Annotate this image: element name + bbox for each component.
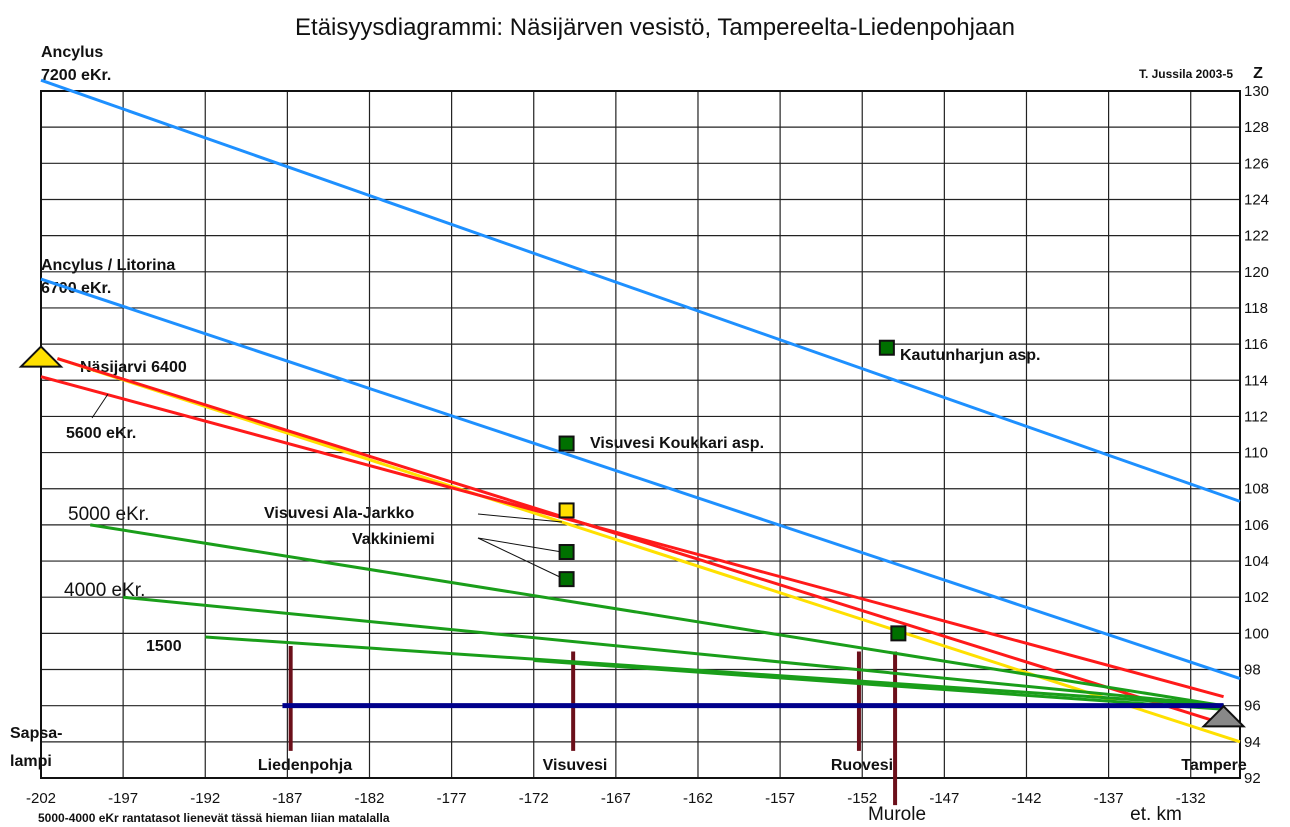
series-line-6 <box>122 595 1224 708</box>
x-axis-label: et. km <box>1130 804 1182 825</box>
point-label-koukkari: Visuvesi Koukkari asp. <box>590 435 764 452</box>
x-tick-label-2: -192 <box>190 790 220 807</box>
y-tick-label-16: 124 <box>1244 191 1269 208</box>
plot-area: -202 -197 -192 -187 -182 -177 -172 -167 -162 -157… <box>18 78 1269 807</box>
series-line-8 <box>533 658 1224 711</box>
footnote: 5000-4000 eKr rantatasot lienevät tässä … <box>38 811 390 825</box>
point-marker-5 <box>890 625 907 642</box>
point-label-vakkiniemi: Vakkiniemi <box>352 531 435 548</box>
author-credit: T. Jussila 2003-5 <box>1139 67 1233 81</box>
place-label-visuvesi: Visuvesi <box>543 757 608 774</box>
point-marker-2 <box>558 502 575 519</box>
annotation-ancylus-litorina-line1: Ancylus / Litorina <box>41 257 175 274</box>
x-tick-label-14: -132 <box>1176 790 1206 807</box>
y-tick-label-17: 126 <box>1244 155 1269 172</box>
series-line-5 <box>90 523 1224 708</box>
leader-5600 <box>91 393 109 419</box>
annotation-tampere: Tampere <box>1181 757 1247 774</box>
y-tick-label-18: 128 <box>1244 119 1269 136</box>
y-tick-label-15: 122 <box>1244 228 1269 245</box>
y-tick-label-19: 130 <box>1244 83 1269 100</box>
leader-vakkiniemi-2 <box>477 537 563 579</box>
annotation-ancylus-line1: Ancylus <box>41 44 103 61</box>
series-line-3 <box>56 357 1225 726</box>
annotation-sapsalampi-line1: Sapsa- <box>10 725 62 742</box>
point-label-kautunharju: Kautunharjun asp. <box>900 347 1040 364</box>
annotation-sapsalampi-line2: lampi <box>10 753 52 770</box>
x-tick-label-5: -177 <box>437 790 467 807</box>
point-marker-3 <box>558 544 575 561</box>
annotation-nasijarvi: Näsijarvi 6400 <box>80 359 187 376</box>
y-tick-label-0: 92 <box>1244 770 1261 787</box>
x-tick-label-10: -152 <box>847 790 877 807</box>
triangle-marker-1 <box>1201 704 1246 728</box>
x-tick-label-4: -182 <box>354 790 384 807</box>
point-marker-0 <box>878 339 895 356</box>
annotation-5000: 5000 eKr. <box>68 504 149 525</box>
y-tick-label-1: 94 <box>1244 734 1261 751</box>
place-label-liedenpohja: Liedenpohja <box>258 757 352 774</box>
x-tick-label-11: -147 <box>929 790 959 807</box>
y-tick-label-7: 106 <box>1244 517 1269 534</box>
annotation-4000: 4000 eKr. <box>64 580 145 601</box>
x-tick-label-6: -172 <box>519 790 549 807</box>
annotation-ancylus-line2: 7200 eKr. <box>41 67 111 84</box>
x-tick-label-0: -202 <box>26 790 56 807</box>
x-tick-label-9: -157 <box>765 790 795 807</box>
point-marker-4 <box>558 571 575 588</box>
point-marker-1 <box>558 435 575 452</box>
x-tick-label-3: -187 <box>272 790 302 807</box>
series-line-7 <box>205 635 1224 708</box>
x-tick-label-1: -197 <box>108 790 138 807</box>
chart-title: Etäisyysdiagrammi: Näsijärven vesistö, T… <box>295 14 1015 41</box>
series-line-0 <box>40 78 1241 503</box>
series-line-1 <box>40 277 1241 680</box>
y-tick-label-14: 120 <box>1244 264 1269 281</box>
y-tick-label-2: 96 <box>1244 698 1261 715</box>
y-tick-label-3: 98 <box>1244 662 1261 679</box>
plot-frame <box>40 90 1241 779</box>
leader-ala-jarkko <box>477 513 563 523</box>
point-label-ala-jarkko: Visuvesi Ala-Jarkko <box>264 505 415 522</box>
y-tick-label-9: 110 <box>1244 445 1268 462</box>
y-tick-label-6: 104 <box>1244 553 1269 570</box>
y-tick-label-10: 112 <box>1244 408 1268 425</box>
x-tick-label-7: -167 <box>601 790 631 807</box>
leader-vakkiniemi-1 <box>477 537 563 553</box>
y-tick-label-11: 114 <box>1244 372 1268 389</box>
x-tick-label-8: -162 <box>683 790 713 807</box>
place-label-murole: Murole <box>868 804 926 825</box>
y-tick-label-5: 102 <box>1244 589 1269 606</box>
y-tick-label-13: 118 <box>1244 300 1268 317</box>
annotation-1500: 1500 <box>146 638 182 655</box>
y-tick-label-12: 116 <box>1244 336 1268 353</box>
series-line-4 <box>40 375 1224 699</box>
y-tick-label-4: 100 <box>1244 625 1269 642</box>
y-tick-label-8: 108 <box>1244 481 1269 498</box>
annotation-5600: 5600 eKr. <box>66 425 136 442</box>
y-axis-label: Z <box>1253 65 1263 82</box>
x-tick-label-12: -142 <box>1011 790 1041 807</box>
triangle-marker-0 <box>18 345 64 368</box>
x-tick-label-13: -137 <box>1094 790 1124 807</box>
